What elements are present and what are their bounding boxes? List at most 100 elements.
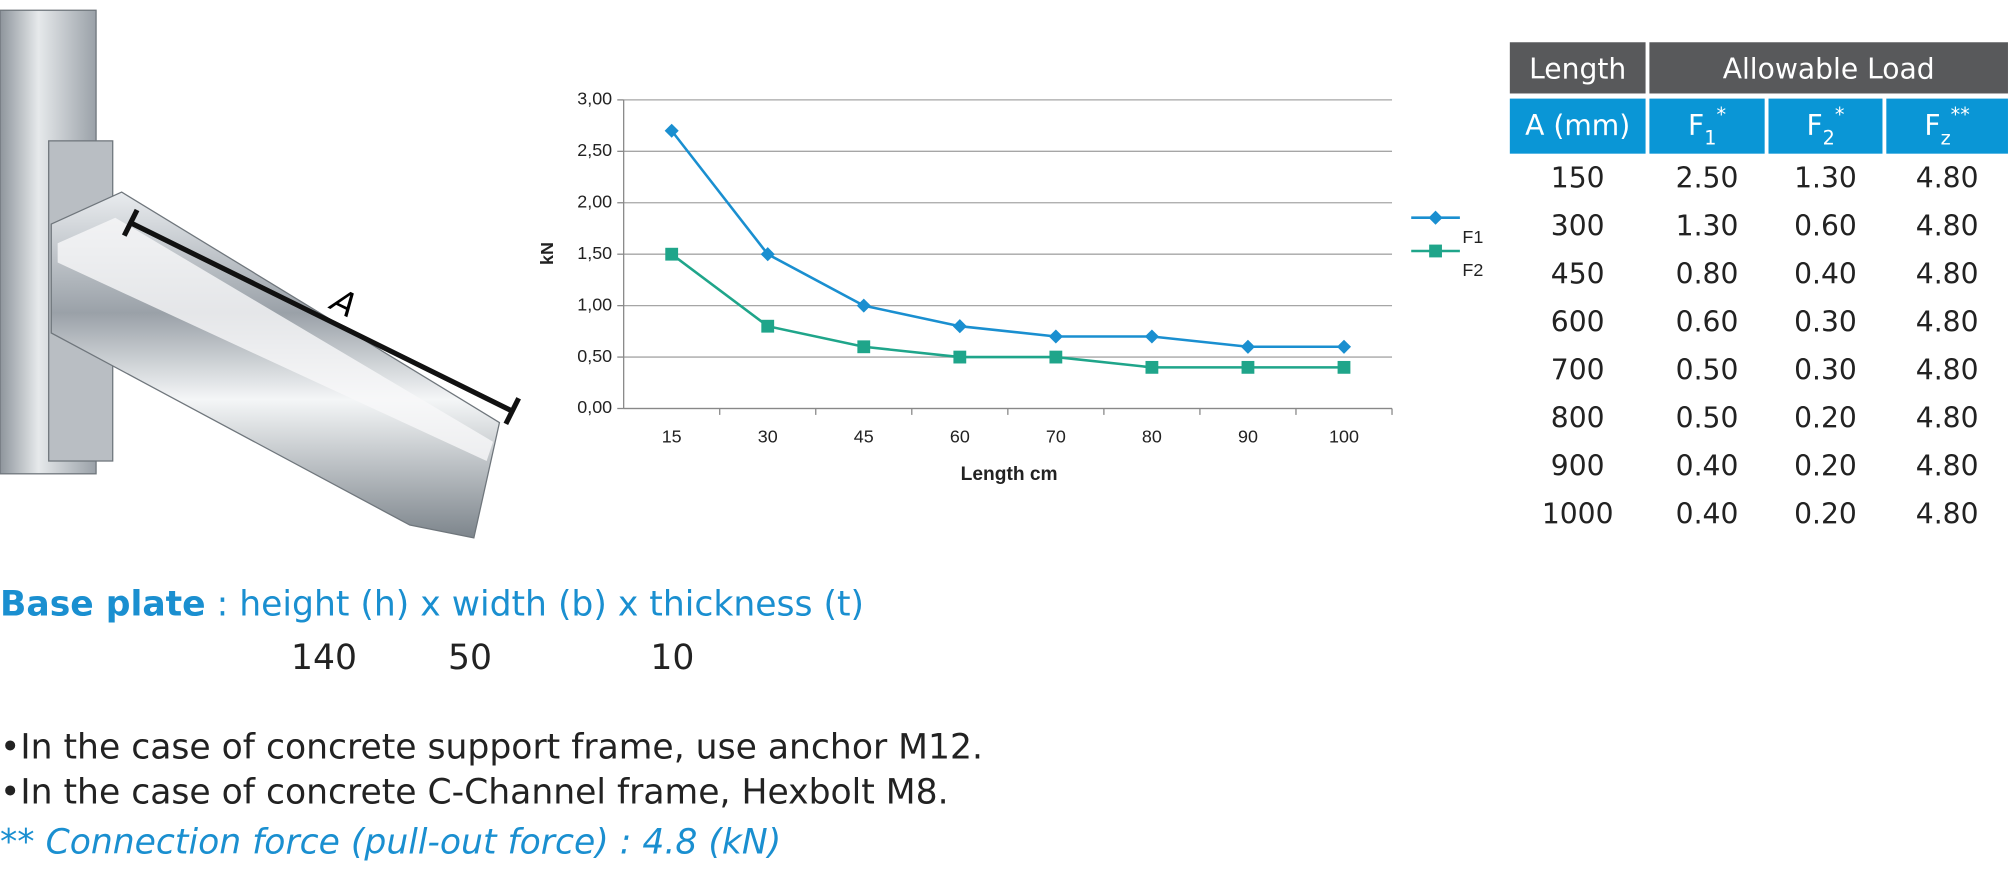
base-plate-line: Base plate : height (h) x width (b) x th… [0,584,864,624]
header-text: A (mm) [1525,109,1630,142]
table-cell: 0.30 [1794,305,1857,338]
table-cell: 0.20 [1794,497,1857,530]
table-cell: 0.40 [1794,257,1857,290]
header-text: Allowable Load [1723,52,1935,85]
table-cell: 4.80 [1916,257,1979,290]
header-text: F1* [1688,103,1726,149]
header-sup: * [1716,103,1726,126]
point [761,319,775,333]
x-tick-label: 60 [950,427,970,447]
table-cell: 0.40 [1676,497,1739,530]
table-cell: 0.40 [1676,449,1739,482]
point [953,350,967,364]
table-cell: 600 [1551,305,1605,338]
x-tick-label: 15 [662,427,682,447]
point [665,247,679,261]
base-plate-value: 140 [291,638,357,678]
y-tick-label: 0,50 [577,346,612,366]
chart: kN Length cm 0,00 0,50 1,00 1,50 2,00 2,50 3,0… [537,89,1484,486]
y-tick-label: 2,50 [577,140,612,160]
header-sup: ** [1951,103,1971,126]
header-text: Fz** [1924,103,1970,149]
point [1240,339,1255,354]
legend-label: F2 [1462,260,1483,280]
point [856,298,871,313]
x-tick-label: 100 [1329,427,1359,447]
y-tick-label: 2,00 [577,191,612,211]
bullet: •In the case of concrete C-Channel frame… [0,772,949,812]
series-line [670,253,1344,369]
table-cell: 0.30 [1794,353,1857,386]
header-base: F [1924,109,1940,142]
header-base: F [1806,109,1822,142]
x-tick-label: 80 [1142,427,1162,447]
table-cell: 0.60 [1794,209,1857,242]
header-cell [1509,98,1646,154]
table-cell: 150 [1551,161,1605,194]
y-tick-label: 0,00 [577,397,612,417]
header-cell [1886,98,2008,154]
x-axis-label: Length cm [961,464,1058,485]
series-line [670,129,1344,349]
y-axis-label: kN [537,242,557,265]
table-cell: 0.20 [1794,401,1857,434]
table-cell: 1000 [1542,497,1614,530]
header-sub: z [1941,126,1951,149]
table-cell: 4.80 [1916,449,1979,482]
point [1241,360,1255,374]
header-sub: 2 [1823,126,1835,149]
point [1336,339,1352,354]
table-cell: 2.50 [1676,161,1739,194]
point [1428,210,1443,225]
header-sup: * [1835,103,1845,126]
base-plate-value: 10 [650,638,694,678]
base-plate-text: : height (h) x width (b) x thickness (t) [206,584,864,624]
table-cell: 0.20 [1794,449,1857,482]
header-cell [1649,42,2008,94]
point [952,319,967,334]
header-text: Length [1529,52,1626,85]
y-tick-label: 1,50 [577,243,612,263]
x-tick-label: 45 [854,427,874,447]
header-base: F [1688,109,1704,142]
point [1145,360,1159,374]
point [1429,244,1442,258]
table-cell: 450 [1551,257,1605,290]
x-tick-label: 30 [758,427,778,447]
table-cell: 0.80 [1676,257,1739,290]
notes: Base plate : height (h) x width (b) x th… [0,584,983,862]
x-tick-label: 70 [1046,427,1066,447]
table-cell: 4.80 [1916,497,1979,530]
table-cell: 4.80 [1916,353,1979,386]
table-cell: 800 [1551,401,1605,434]
table-cell: 4.80 [1916,161,1979,194]
table-cell: 1.30 [1676,209,1739,242]
table-cell: 0.50 [1676,401,1739,434]
header-cell [1649,98,1765,154]
x-tick-label: 90 [1238,427,1258,447]
base-plate-value: 50 [448,638,492,678]
point [1049,350,1063,364]
header-sub: 1 [1704,126,1716,149]
table-cell: 900 [1551,449,1605,482]
header-cell [1509,42,1646,94]
product-photo: A [0,9,521,539]
y-tick-label: 1,00 [577,294,612,314]
table-cell: 4.80 [1916,209,1979,242]
table-cell: 700 [1551,353,1605,386]
bullet: •In the case of concrete support frame, … [0,728,983,768]
legend-label: F1 [1462,227,1483,247]
point [857,340,871,354]
point [1144,329,1159,344]
header-text: F2* [1806,103,1844,149]
point [664,123,679,138]
base-plate-label: Base plate [0,584,206,624]
table-cell: 300 [1551,209,1605,242]
footnote: ** Connection force (pull-out force) : 4… [0,822,781,862]
table-cell: 0.60 [1676,305,1739,338]
table-cell: 4.80 [1916,401,1979,434]
table-cell: 4.80 [1916,305,1979,338]
table-cell: 0.50 [1676,353,1739,386]
